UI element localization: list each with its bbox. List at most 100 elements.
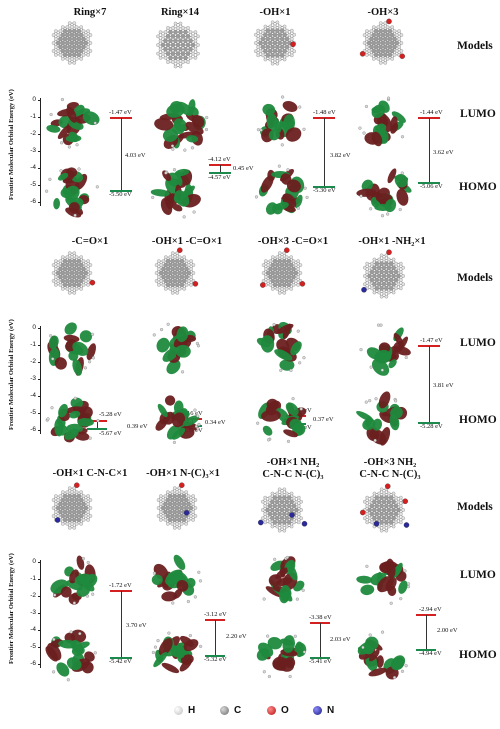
lumo-energy: -5.28 eV: [99, 411, 122, 418]
y-tick: [38, 647, 41, 648]
lumo-energy: -2.94 eV: [419, 606, 442, 613]
lumo-level: [110, 117, 132, 119]
lumo-energy: -4.12 eV: [208, 156, 231, 163]
row-label-homo: HOMO: [459, 181, 497, 193]
y-tick-label: -5: [30, 181, 36, 188]
y-tick-label: 0: [32, 324, 36, 331]
gap-line: [426, 615, 427, 649]
lumo-energy: -1.47 eV: [420, 337, 443, 344]
orbital-isosurface: [46, 98, 100, 149]
y-tick: [38, 613, 41, 614]
orbital-isosurface: [356, 558, 411, 605]
orbital-isosurface: [256, 634, 307, 679]
y-tick-label: -5: [30, 409, 36, 416]
row-label-homo: HOMO: [459, 649, 497, 661]
oxygen-atom-icon: [267, 705, 276, 715]
orbital-isosurface: [356, 168, 412, 218]
column-title: -C=O×1: [71, 236, 109, 247]
gap-energy: 2.00 eV: [437, 627, 458, 634]
y-tick-label: -2: [30, 130, 36, 137]
y-tick-label: -1: [30, 341, 36, 348]
orbital-isosurface: [155, 395, 201, 444]
y-axis-title: Frontier Molecular Orbital Energy (eV): [8, 319, 15, 430]
orbital-isosurface: [256, 95, 306, 147]
molecule-model: [361, 249, 405, 299]
gap-energy: 3.62 eV: [433, 149, 454, 156]
column-title: -OH×1: [259, 7, 291, 18]
y-tick: [38, 562, 41, 563]
orbital-isosurface: [47, 322, 97, 376]
homo-energy: -5.42 eV: [109, 658, 132, 665]
legend-label: N: [327, 705, 335, 716]
column-title: -OH×3 NH₂: [363, 457, 417, 468]
homo-level: [110, 657, 132, 659]
carbon-atom-icon: [220, 705, 229, 715]
homo-energy: -5.28 eV: [420, 423, 443, 430]
column-title: -OH×1 NH₂: [266, 457, 320, 468]
homo-energy: -5.06 eV: [420, 183, 443, 190]
lumo-level: [310, 622, 330, 624]
y-tick-label: -3: [30, 609, 36, 616]
y-tick-label: -4: [30, 392, 36, 399]
lumo-level: [418, 117, 440, 119]
y-tick-label: -5: [30, 643, 36, 650]
row-label-lumo: LUMO: [460, 108, 496, 120]
molecule-model: [154, 247, 199, 295]
homo-level: [310, 657, 330, 659]
gap-energy: 3.82 eV: [330, 152, 351, 159]
column-title: -OH×3 -C=O×1: [257, 236, 329, 247]
orbital-isosurface: [150, 168, 201, 219]
y-tick: [38, 134, 41, 135]
y-axis-title: Frontier Molecular Orbital Energy (eV): [8, 553, 15, 664]
y-tick-label: -2: [30, 358, 36, 365]
gap-line: [215, 620, 216, 655]
lumo-energy: -1.72 eV: [109, 582, 132, 589]
orbital-isosurface: [151, 554, 202, 605]
column-subtitle: C-N-C N-(C)₃: [262, 469, 324, 480]
orbital-isosurface: [359, 323, 411, 376]
gap-energy: 0.45 eV: [233, 165, 254, 172]
gap-energy: 0.37 eV: [313, 416, 334, 423]
molecule-model: [254, 20, 296, 66]
y-tick-label: 0: [32, 558, 36, 565]
y-axis: [40, 560, 41, 668]
orbital-isosurface: [152, 322, 201, 375]
y-tick-label: -4: [30, 626, 36, 633]
y-tick: [38, 664, 41, 665]
gap-line: [220, 165, 221, 172]
y-tick: [38, 185, 41, 186]
homo-energy: -5.67 eV: [99, 430, 122, 437]
y-tick: [38, 413, 41, 414]
legend-label: C: [234, 705, 242, 716]
y-axis: [40, 98, 41, 206]
homo-energy: -5.32 eV: [204, 656, 227, 663]
gap-line: [429, 118, 430, 182]
homo-level: [418, 182, 440, 184]
y-tick: [38, 151, 41, 152]
lumo-energy: -1.48 eV: [313, 109, 336, 116]
gap-line: [324, 118, 325, 186]
y-tick: [38, 345, 41, 346]
orbital-isosurface: [358, 96, 406, 147]
gap-line: [121, 591, 122, 657]
gap-energy: 2.03 eV: [330, 636, 351, 643]
y-tick: [38, 100, 41, 101]
column-title: -OH×1 C-N-C×1: [52, 468, 128, 479]
y-tick: [38, 379, 41, 380]
homo-level: [205, 655, 225, 657]
orbital-isosurface: [45, 629, 97, 682]
y-tick-label: -3: [30, 375, 36, 382]
y-tick-label: -2: [30, 592, 36, 599]
orbital-isosurface: [154, 99, 209, 152]
orbital-isosurface: [356, 391, 408, 446]
lumo-level: [209, 164, 231, 166]
y-axis: [40, 326, 41, 434]
lumo-energy: -1.44 eV: [420, 109, 443, 116]
homo-energy: -5.30 eV: [313, 187, 336, 194]
homo-level: [416, 649, 436, 651]
row-label-models: Models: [457, 501, 493, 513]
column-title: Ring×14: [160, 7, 200, 18]
column-title: -OH×1 -NH₂×1: [358, 236, 426, 247]
gap-energy: 4.03 eV: [125, 152, 146, 159]
legend-label: O: [281, 705, 289, 716]
